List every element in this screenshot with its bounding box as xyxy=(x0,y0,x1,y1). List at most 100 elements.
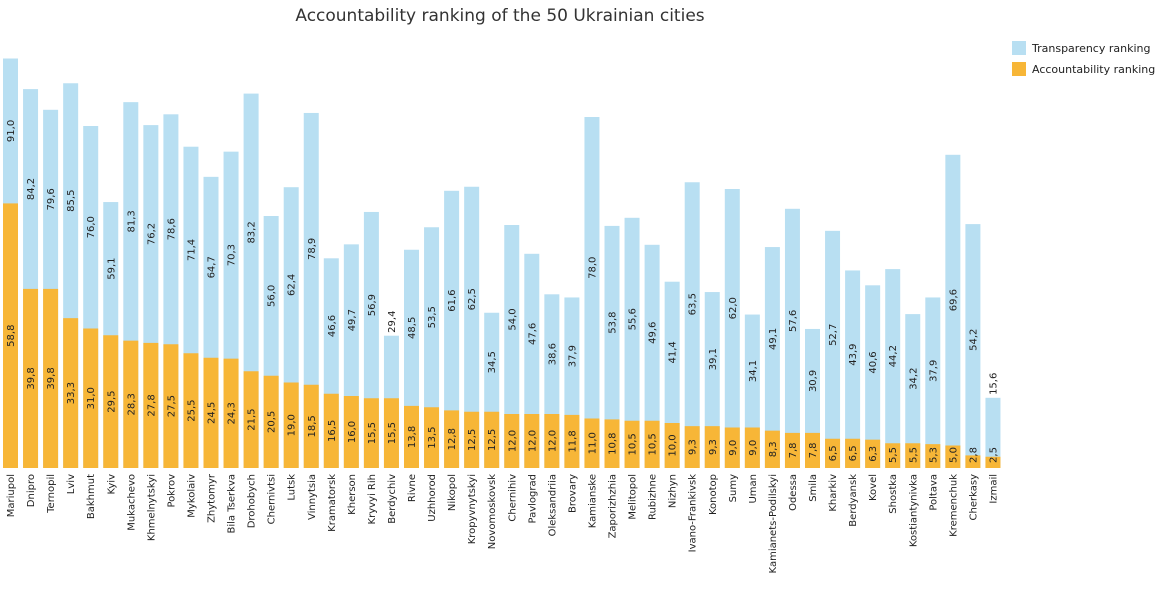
bar-accountability-melitopol xyxy=(624,420,640,468)
data-label-accountability: 5,0 xyxy=(948,447,959,463)
data-label-accountability: 21,5 xyxy=(247,408,258,430)
category-label: Vinnytsia xyxy=(307,474,318,520)
data-label-transparency: 54,2 xyxy=(968,329,979,351)
data-label-accountability: 9,0 xyxy=(728,440,739,456)
category-label: Berdyansk xyxy=(848,474,859,527)
category-label: Smila xyxy=(808,474,819,502)
data-label-accountability: 13,5 xyxy=(427,426,438,448)
data-label-accountability: 16,0 xyxy=(347,421,358,443)
data-label-accountability: 9,3 xyxy=(708,439,719,455)
bar-accountability-berdyansk xyxy=(845,438,861,468)
legend-label-transparency: Transparency ranking xyxy=(1032,41,1151,55)
data-label-accountability: 39,8 xyxy=(26,367,37,389)
data-label-transparency: 76,2 xyxy=(146,223,157,245)
data-label-transparency: 52,7 xyxy=(828,324,839,346)
data-label-accountability: 6,5 xyxy=(828,445,839,461)
legend-item-accountability: Accountability ranking xyxy=(1012,62,1155,76)
category-label: Oleksandriia xyxy=(547,474,558,536)
data-label-transparency: 30,9 xyxy=(808,370,819,392)
bar-accountability-chernivtsi xyxy=(263,375,279,468)
bar-transparency-kostiantynivka xyxy=(905,314,921,468)
bar-transparency-kropyvnytskyi xyxy=(464,186,480,468)
category-label: Bakhmut xyxy=(86,474,97,519)
legend-item-transparency: Transparency ranking xyxy=(1012,41,1150,55)
data-label-transparency: 70,3 xyxy=(227,244,238,266)
data-label-accountability: 12,5 xyxy=(487,429,498,451)
data-label-transparency: 55,6 xyxy=(628,308,639,330)
bar-accountability-kramatorsk xyxy=(323,393,339,468)
bar-transparency-ivano-frankivsk xyxy=(684,182,700,468)
data-label-transparency: 53,5 xyxy=(427,306,438,328)
data-label-transparency: 46,6 xyxy=(327,315,338,337)
category-label: Zaporizhzhia xyxy=(608,474,619,538)
category-label: Kremenchuk xyxy=(948,474,959,537)
data-label-accountability: 10,0 xyxy=(668,434,679,456)
bar-accountability-rubizhne xyxy=(644,420,660,468)
data-label-transparency: 79,6 xyxy=(46,188,57,210)
bar-accountability-brovary xyxy=(564,414,580,468)
data-label-transparency: 59,1 xyxy=(106,258,117,280)
data-label-transparency: 62,4 xyxy=(287,274,298,296)
category-label: Pokrov xyxy=(166,474,177,508)
bar-accountability-lutsk xyxy=(283,382,299,468)
category-label: Bila Tserkva xyxy=(227,474,238,534)
data-label-accountability: 15,5 xyxy=(387,422,398,444)
data-label-transparency: 37,9 xyxy=(928,360,939,382)
bar-transparency-kamianets-podilskyi xyxy=(764,247,780,468)
data-label-accountability: 33,3 xyxy=(66,382,77,404)
category-label: Pavlograd xyxy=(527,474,538,523)
bar-accountability-sumy xyxy=(724,427,740,468)
category-label: Odessa xyxy=(788,474,799,511)
bar-accountability-dnipro xyxy=(23,288,39,468)
data-label-transparency: 81,3 xyxy=(126,210,137,232)
data-label-transparency: 38,6 xyxy=(547,343,558,365)
category-label: Lutsk xyxy=(287,474,298,501)
bar-transparency-chernihiv xyxy=(504,225,520,468)
data-label-transparency: 48,5 xyxy=(407,317,418,339)
category-label: Konotop xyxy=(708,474,719,515)
bar-accountability-chernihiv xyxy=(504,414,520,468)
bar-accountability-bakhmut xyxy=(83,328,99,468)
bar-transparency-cherkasy xyxy=(965,224,981,468)
data-label-transparency: 43,9 xyxy=(848,343,859,365)
category-label: Zhytomyr xyxy=(207,473,218,523)
bar-accountability-odessa xyxy=(784,432,800,468)
data-label-accountability: 6,3 xyxy=(868,446,879,462)
data-label-accountability: 31,0 xyxy=(86,387,97,409)
bar-transparency-nikopol xyxy=(444,190,460,469)
bar-accountability-mykolaiv xyxy=(183,353,199,468)
category-label: Poltava xyxy=(928,474,939,511)
bar-accountability-nikopol xyxy=(444,410,460,468)
data-label-accountability: 11,8 xyxy=(567,430,578,452)
category-label: Kamianets-Podilskyi xyxy=(768,474,779,573)
bar-accountability-kremenchuk xyxy=(945,445,961,468)
data-label-transparency: 54,0 xyxy=(507,308,518,330)
category-label: Kostiantynivka xyxy=(908,474,919,547)
legend-label-accountability: Accountability ranking xyxy=(1032,62,1156,76)
bar-accountability-nizhyn xyxy=(664,423,680,468)
data-label-transparency: 76,0 xyxy=(86,216,97,238)
data-label-transparency: 41,4 xyxy=(668,341,679,363)
category-label: Kharkiv xyxy=(828,474,839,512)
bar-accountability-novomoskovsk xyxy=(484,411,500,468)
data-label-transparency: 64,7 xyxy=(207,256,218,278)
data-label-accountability: 25,5 xyxy=(186,399,197,421)
category-label: Kyiv xyxy=(106,474,117,495)
bar-transparency-zaporizhzhia xyxy=(604,225,620,468)
bar-accountability-lviv xyxy=(63,318,79,468)
bar-accountability-ternopil xyxy=(43,288,59,468)
data-label-accountability: 7,8 xyxy=(808,442,819,458)
bar-transparency-kharkiv xyxy=(825,230,841,468)
data-label-accountability: 12,0 xyxy=(507,430,518,452)
data-label-accountability: 24,5 xyxy=(207,402,218,424)
bar-transparency-rubizhne xyxy=(644,244,660,468)
category-label: Mukachevo xyxy=(126,474,137,531)
bar-transparency-kovel xyxy=(865,285,881,468)
data-label-transparency: 63,5 xyxy=(688,293,699,315)
data-label-accountability: 15,5 xyxy=(367,422,378,444)
data-label-accountability: 24,3 xyxy=(227,402,238,424)
bar-accountability-uman xyxy=(744,427,760,468)
bar-accountability-shostka xyxy=(885,443,901,468)
bar-transparency-poltava xyxy=(925,297,941,468)
